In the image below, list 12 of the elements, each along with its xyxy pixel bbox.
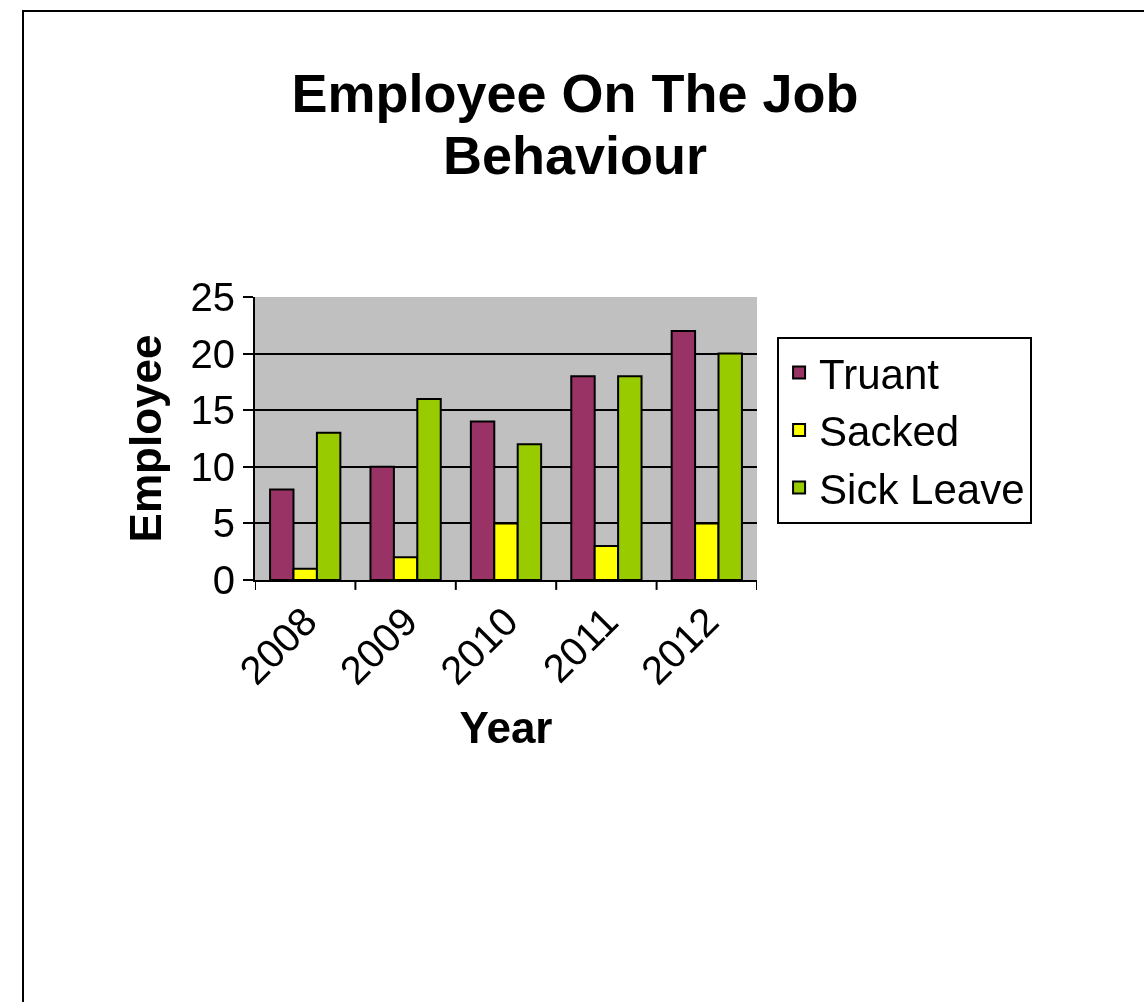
y-tick-label: 20 (190, 331, 235, 376)
y-tick-label: 25 (190, 275, 235, 319)
legend-label: Sick Leave (819, 466, 1025, 513)
legend-label: Sacked (819, 408, 960, 456)
y-tick-label: 0 (212, 558, 235, 602)
y-tick-label: 15 (190, 388, 235, 433)
y-tick-label: 5 (212, 501, 235, 546)
y-tick-label: 10 (190, 444, 235, 489)
legend-label: Truant (819, 350, 940, 398)
chart-title: Employee On The Job Behaviour (290, 62, 860, 187)
y-axis-title: Employee (121, 334, 171, 543)
x-axis-title: Year (459, 702, 553, 752)
